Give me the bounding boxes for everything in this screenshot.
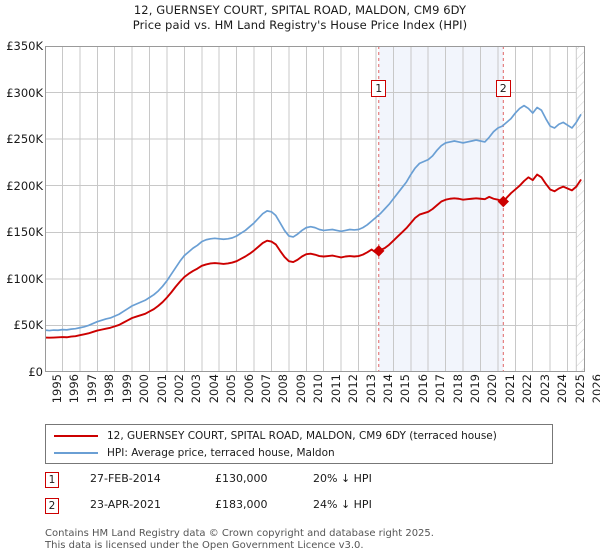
transactions-table: 1 27-FEB-2014 £130,000 20% ↓ HPI 2 23-APR-202…: [45, 470, 505, 522]
legend-swatch: [54, 452, 98, 454]
transaction-date: 23-APR-2021: [90, 498, 162, 511]
page-title: 12, GUERNSEY COURT, SPITAL ROAD, MALDON,…: [0, 3, 600, 33]
x-tick-label: 2022: [520, 374, 535, 404]
y-tick-label: £200K: [6, 178, 43, 193]
x-tick-label: 2008: [276, 374, 291, 404]
sale-marker-2: [497, 195, 510, 208]
transaction-row[interactable]: 1 27-FEB-2014 £130,000 20% ↓ HPI: [45, 470, 505, 496]
transaction-hpi-delta: 24% ↓ HPI: [313, 498, 372, 511]
x-tick-label: 2010: [311, 374, 326, 404]
x-tick-label: 1996: [67, 374, 82, 404]
x-tick-label: 2002: [171, 374, 186, 404]
x-tick-label: 2004: [206, 374, 221, 404]
x-tick-label: 2005: [224, 374, 239, 404]
x-tick-label: 2007: [259, 374, 274, 404]
y-tick-label: £150K: [6, 225, 43, 240]
x-tick-label: 2026: [590, 374, 600, 404]
x-tick-label: 1999: [119, 374, 134, 404]
series-line-0: [45, 104, 582, 332]
x-tick-label: 2013: [363, 374, 378, 404]
x-tick-label: 2015: [398, 374, 413, 404]
shaded-period-band: [378, 46, 504, 372]
chart-callout-2: 2: [495, 80, 511, 97]
transaction-hpi-delta: 20% ↓ HPI: [313, 472, 372, 485]
transaction-price: £183,000: [215, 498, 268, 511]
y-tick-label: £350K: [6, 39, 43, 53]
x-tick-label: 2017: [433, 374, 448, 404]
x-tick-label: 2021: [502, 374, 517, 404]
y-tick-label: £50K: [13, 318, 44, 333]
footer-line-2: This data is licensed under the Open Gov…: [45, 540, 364, 551]
transaction-date: 27-FEB-2014: [90, 472, 161, 485]
chart-callout-1: 1: [371, 80, 387, 97]
x-tick-label: 2020: [485, 374, 500, 404]
x-tick-label: 2023: [537, 374, 552, 404]
x-tick-label: 2011: [328, 374, 343, 404]
legend-label: HPI: Average price, terraced house, Mald…: [107, 447, 335, 459]
x-tick-label: 2014: [380, 374, 395, 404]
x-tick-label: 2001: [154, 374, 169, 404]
y-tick-label: £300K: [6, 85, 43, 100]
x-tick-label: 2025: [572, 374, 587, 404]
transaction-row[interactable]: 2 23-APR-2021 £183,000 24% ↓ HPI: [45, 496, 505, 522]
legend-swatch: [54, 435, 98, 437]
title-line-subtitle: Price paid vs. HM Land Registry's House …: [132, 18, 468, 32]
x-tick-label: 2016: [415, 374, 430, 404]
footer-attribution: Contains HM Land Registry data © Crown c…: [45, 528, 565, 552]
x-tick-label: 1995: [50, 374, 64, 404]
chart-svg: [45, 46, 585, 372]
y-axis: £0 £50K £100K £150K £200K £250K £300K £350K: [0, 39, 44, 379]
y-tick-label: £250K: [6, 132, 43, 147]
footer-line-1: Contains HM Land Registry data © Crown c…: [45, 528, 434, 539]
x-tick-label: 1998: [102, 374, 117, 404]
legend-item: 12, GUERNSEY COURT, SPITAL ROAD, MALDON,…: [54, 428, 497, 444]
transaction-badge: 1: [45, 472, 59, 488]
x-tick-label: 2019: [468, 374, 483, 404]
series-line-1: [45, 173, 582, 339]
title-line-address: 12, GUERNSEY COURT, SPITAL ROAD, MALDON,…: [133, 3, 467, 17]
x-tick-label: 2018: [450, 374, 465, 404]
sale-marker-1: [373, 245, 385, 257]
y-tick-label: £0: [28, 365, 43, 379]
transaction-price: £130,000: [215, 472, 268, 485]
y-tick-label: £100K: [6, 271, 43, 286]
chart-legend: 12, GUERNSEY COURT, SPITAL ROAD, MALDON,…: [45, 424, 553, 464]
x-tick-label: 2024: [555, 374, 570, 404]
x-tick-label: 2000: [137, 374, 152, 404]
incomplete-data-hatch: [575, 46, 585, 372]
x-tick-label: 1997: [84, 374, 99, 404]
x-tick-label: 2006: [241, 374, 256, 404]
legend-label: 12, GUERNSEY COURT, SPITAL ROAD, MALDON,…: [107, 430, 497, 442]
legend-item: HPI: Average price, terraced house, Mald…: [54, 445, 335, 461]
x-tick-label: 2003: [189, 374, 204, 404]
x-axis: 1995 1996 1997 1998 1999 2000 2001 2002 2003 2004…: [45, 374, 600, 420]
transaction-badge: 2: [45, 498, 59, 514]
x-tick-label: 2012: [346, 374, 361, 404]
x-tick-label: 2009: [293, 374, 308, 404]
chart-plot-area: [45, 46, 585, 372]
